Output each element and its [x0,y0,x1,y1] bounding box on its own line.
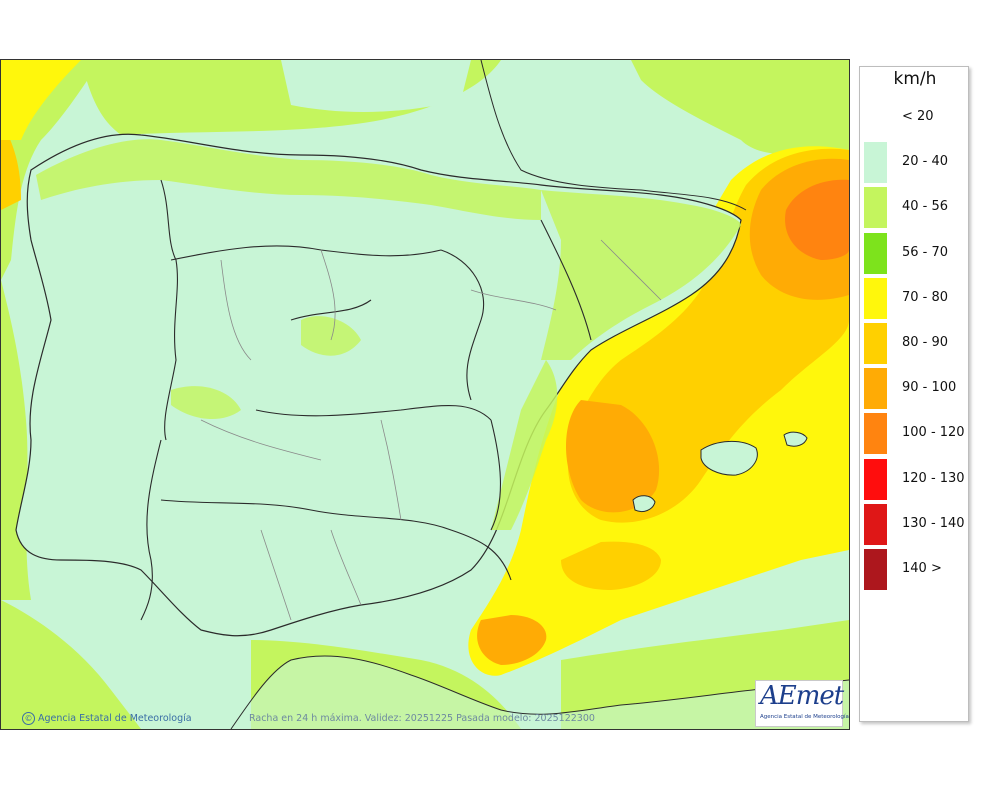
west-central-green [171,386,241,420]
alboran-orange [477,615,547,665]
menorca [783,431,808,447]
france-border [480,60,747,211]
legend-unit: km/h [893,69,937,89]
legend-swatch [864,97,887,138]
map-caption: Racha en 24 h máxima. Validez: 20251225 … [249,713,595,724]
credit-text: Agencia Estatal de Meteorología [38,713,192,724]
legend-swatch [864,187,887,229]
border-valencia [490,419,502,531]
logo-subtitle: Agencia Estatal de Meteorología [760,714,849,720]
legend-label: 56 - 70 [902,244,949,260]
province-line [200,419,322,461]
legend-swatch [864,277,887,319]
central-green [301,316,361,356]
legend-swatch [864,458,887,500]
legend-label: 70 - 80 [902,289,949,305]
province-line [470,289,557,311]
legend-item: 70 - 80 [864,277,968,320]
legend-item: 140 > [864,549,968,591]
wind-gust-map [0,59,850,730]
atlantic-band-yellow [1,120,21,210]
north-africa [231,655,849,729]
biscay-calm [281,60,471,112]
province-line [260,529,292,621]
atlantic-band-top [1,60,81,140]
atlantic-band-south [1,600,141,729]
border-andalucia-north [160,499,512,581]
border-aragon-catalonia [540,219,592,341]
legend-swatch [864,142,887,184]
aemet-logo: AEmet Agencia Estatal de Meteorología [755,680,849,727]
legend-swatch [864,323,887,364]
ibiza [632,495,656,513]
legend-swatch [864,549,887,590]
border-aragon-west [440,249,485,401]
legend-item: 120 - 130 [864,458,968,501]
legend-label: 100 - 120 [902,425,965,441]
logo-word: AEmet [760,681,844,711]
legend-item: 56 - 70 [864,232,968,275]
legend-swatch [864,413,887,455]
legend-label: < 20 [902,109,934,124]
legend-item: 90 - 100 [864,368,968,410]
legend-label: 130 - 140 [902,515,965,531]
border-castilla-south [255,405,492,421]
legend-label: 120 - 130 [902,470,965,486]
province-line [320,249,336,341]
med-deep-orange [785,179,849,260]
legend-item: 80 - 90 [864,323,968,365]
legend-item: 100 - 120 [864,413,968,455]
province-line [330,529,362,606]
med-band-top [631,60,849,155]
copyright-icon: © [22,712,35,725]
legend-item: 20 - 40 [864,142,968,184]
province-line [220,259,252,361]
catalonia-band [541,190,741,360]
legend-label: 140 > [902,561,942,576]
legend-label: 80 - 90 [902,335,949,350]
legend-swatch [864,368,887,410]
levante-band [491,360,558,530]
legend-panel: km/h < 20 20 - 40 40 - 56 56 - 70 70 - 80 80 … [859,66,969,722]
map-canvas [1,60,849,729]
legend-item: < 20 [864,97,968,139]
province-line [600,239,662,301]
legend-label: 90 - 100 [902,380,957,396]
border-portugal-north [160,179,178,441]
legend-item: 130 - 140 [864,503,968,546]
legend-item: 40 - 56 [864,187,968,229]
legend-swatch [864,503,887,545]
north-africa-coast [230,655,849,729]
legend-swatch [864,232,887,274]
border-castilla-north [170,245,442,261]
legend-label: 40 - 56 [902,199,949,215]
regional-borders [140,179,592,621]
province-line [380,419,402,521]
legend-label: 20 - 40 [902,154,949,170]
aemet-credit: © Agencia Estatal de Meteorología [22,712,192,725]
province-borders [200,239,662,621]
cantabrian-band [36,139,541,220]
border-portugal-south [140,439,162,621]
mallorca [700,441,758,476]
cartagena-gold [561,541,661,590]
valencia-orange [566,400,660,513]
